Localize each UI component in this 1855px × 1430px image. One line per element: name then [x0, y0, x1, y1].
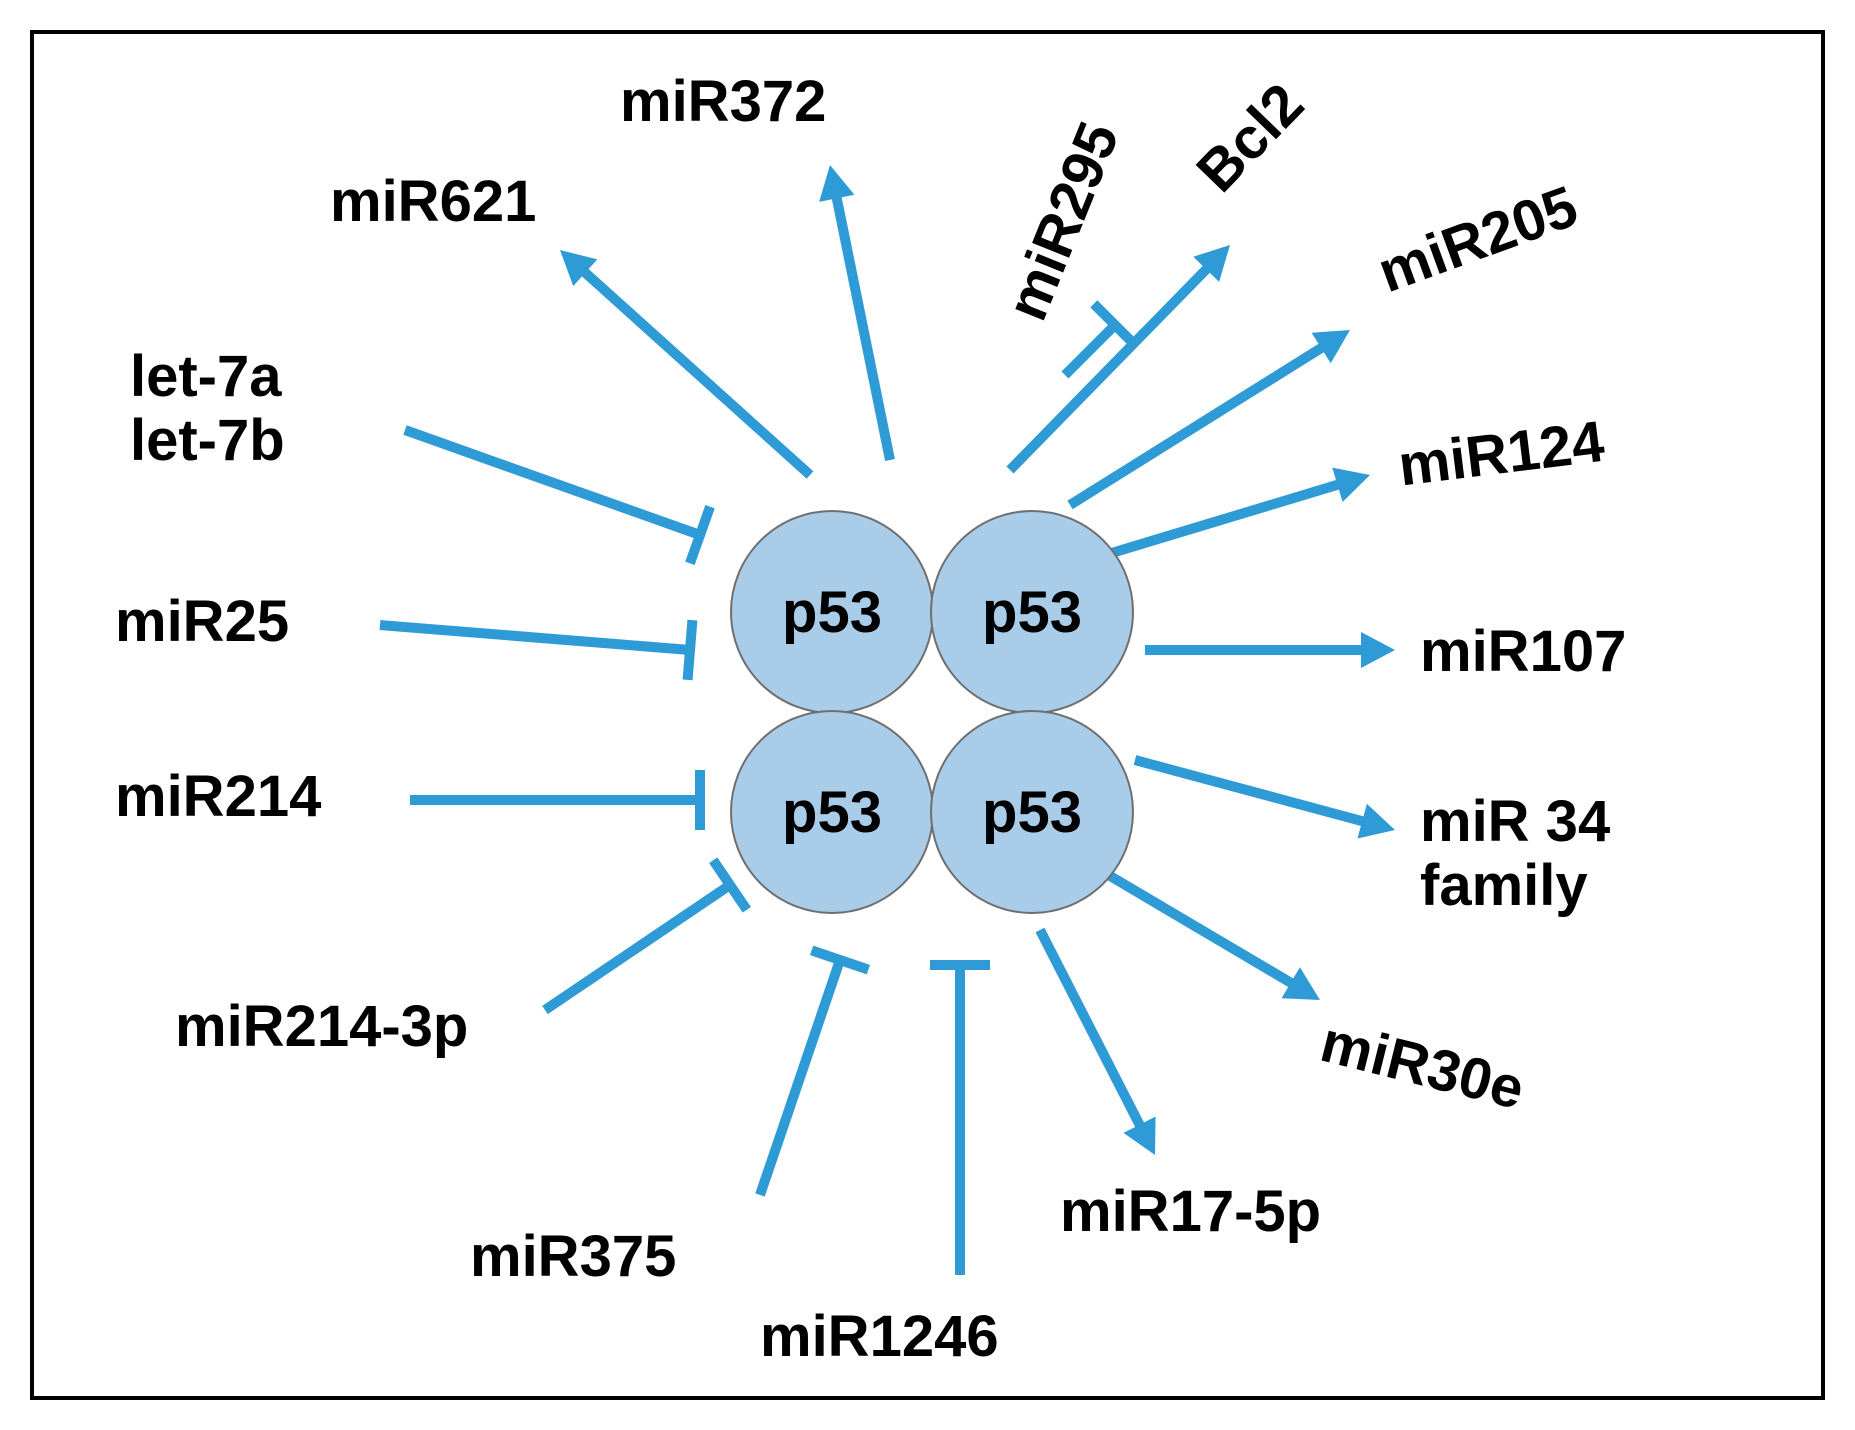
gene-label-miR621: miR621 [330, 170, 536, 234]
gene-label-miR1246: miR1246 [760, 1305, 999, 1369]
gene-label-miR34: miR 34 family [1420, 790, 1610, 918]
gene-label-miR17-5p: miR17-5p [1060, 1180, 1321, 1244]
gene-label-miR372: miR372 [620, 70, 826, 134]
p53-node-label: p53 [782, 579, 882, 646]
gene-label-miR25: miR25 [115, 590, 289, 654]
p53-node-label: p53 [782, 779, 882, 846]
activation-arrow [819, 165, 854, 202]
p53-node-label: p53 [982, 779, 1082, 846]
gene-label-miR214: miR214 [115, 765, 321, 829]
inhibition-tbar [713, 860, 747, 910]
p53-node: p53 [930, 710, 1134, 914]
gene-label-miR375: miR375 [470, 1225, 676, 1289]
gene-label-miR107: miR107 [1420, 620, 1626, 684]
activation-arrow [1361, 632, 1395, 668]
activation-arrow [1357, 804, 1395, 839]
gene-label-miR214-3p: miR214-3p [175, 995, 468, 1059]
inhibition-tbar [688, 620, 693, 680]
p53-node: p53 [730, 510, 934, 714]
gene-label-let7: let-7a let-7b [130, 345, 285, 473]
p53-node: p53 [930, 510, 1134, 714]
activation-arrow [1332, 468, 1370, 502]
p53-node: p53 [730, 710, 934, 914]
p53-node-label: p53 [982, 579, 1082, 646]
